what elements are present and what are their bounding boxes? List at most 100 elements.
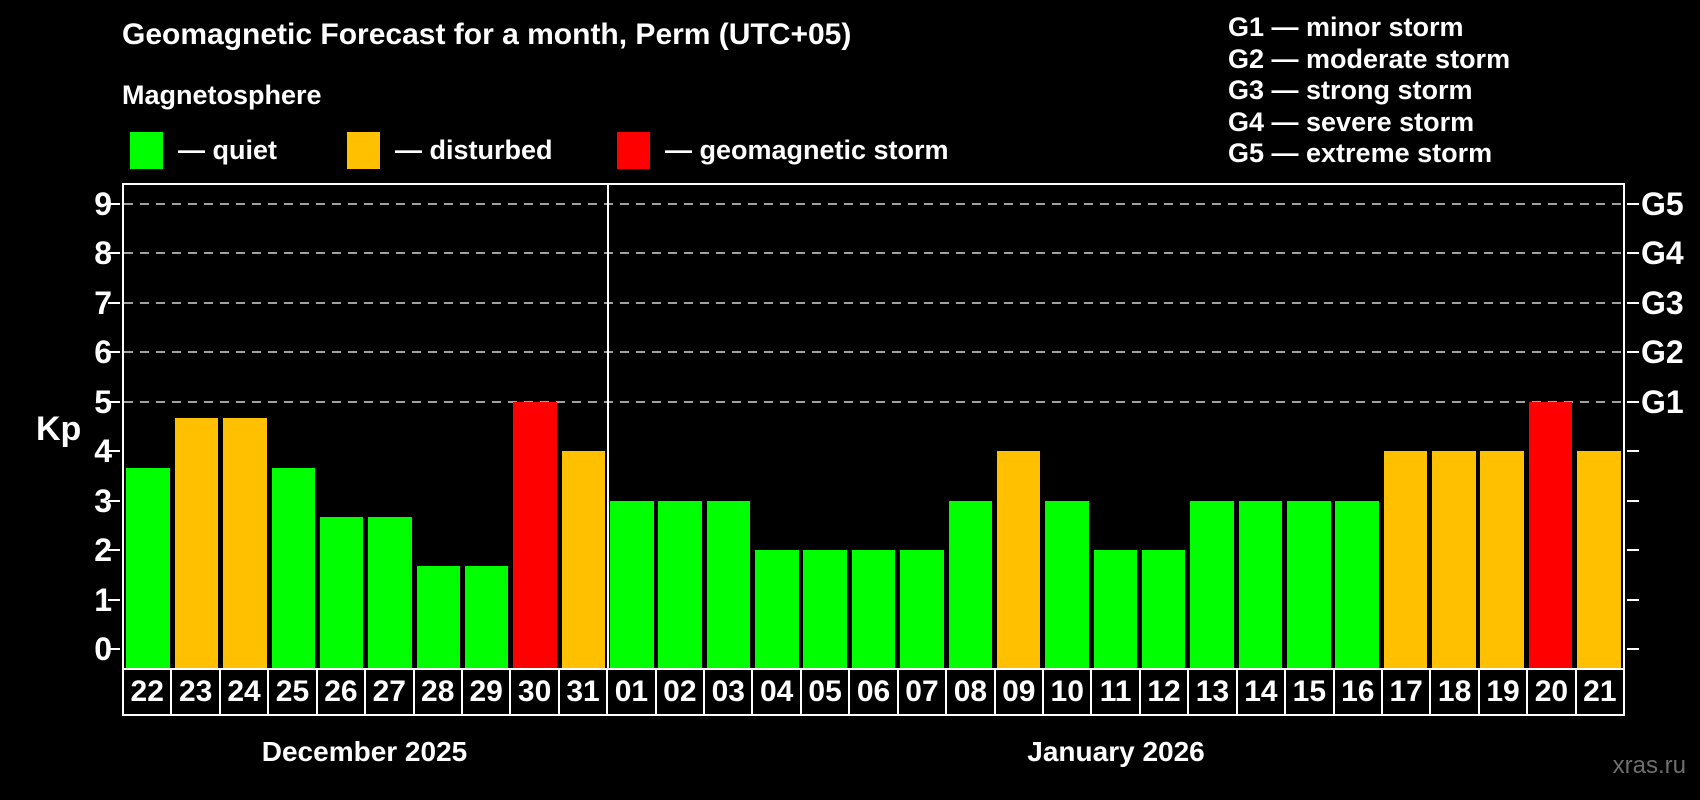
right-axis-tick — [1627, 499, 1639, 502]
legend-label: — geomagnetic storm — [665, 134, 949, 165]
storm-scale-line-g1: G1 — minor storm — [1228, 12, 1464, 42]
storm-swatch — [617, 131, 650, 169]
bar-cell-day-30 — [511, 185, 559, 668]
quiet-swatch — [130, 131, 163, 169]
day-label-cell: 12 — [1138, 668, 1190, 716]
status-legend: — quiet — disturbed — geomagnetic storm — [0, 130, 1100, 170]
plot-area — [108, 183, 1639, 668]
right-axis-tick — [1627, 351, 1639, 354]
month-label-january: January 2026 — [1027, 736, 1205, 767]
right-axis-tick — [1627, 301, 1639, 304]
day-label-cell: 14 — [1235, 668, 1287, 716]
gridline-kp-7 — [124, 301, 1623, 304]
bar-cell-day-08 — [946, 185, 994, 668]
day-label-cell: 10 — [1042, 668, 1093, 716]
day-label-cell: 13 — [1187, 668, 1238, 716]
day-label-cell: 22 — [122, 668, 173, 716]
bars-row — [124, 185, 1623, 668]
legend-item-disturbed: — disturbed — [347, 130, 553, 170]
day-label-cell: 04 — [751, 668, 802, 716]
kp-bar — [126, 467, 170, 668]
day-label-cell: 02 — [654, 668, 706, 716]
kp-bar — [416, 566, 461, 668]
storm-scale-line-g5: G5 — extreme storm — [1228, 138, 1493, 169]
day-label-cell: 23 — [170, 668, 221, 716]
left-axis-tick — [108, 252, 120, 255]
day-label-cell: 26 — [315, 668, 367, 716]
day-label-cell: 21 — [1574, 668, 1626, 716]
day-label-cell: 07 — [896, 668, 948, 716]
kp-bar — [513, 401, 557, 668]
day-label-cell: 20 — [1526, 668, 1577, 716]
bar-cell-day-03 — [704, 185, 752, 668]
kp-bar — [368, 516, 412, 668]
left-axis-tick — [108, 203, 120, 205]
day-label-cell: 30 — [509, 668, 560, 716]
kp-bar — [174, 418, 219, 668]
kp-bar — [755, 550, 799, 668]
right-axis-tick — [1627, 549, 1639, 552]
watermark: xras.ru — [1612, 752, 1686, 779]
bar-cell-day-02 — [656, 185, 704, 668]
kp-bar — [996, 451, 1041, 668]
day-label-cell: 01 — [606, 668, 657, 716]
kp-bar — [319, 516, 364, 668]
day-label-cell: 15 — [1284, 668, 1335, 716]
gridline-kp-9 — [124, 203, 1623, 205]
g-tick-label-g4: G4 — [1641, 235, 1684, 272]
legend-item-quiet: — quiet — [130, 130, 277, 170]
right-axis-labels: G1 G2 G3 G4 G5 — [1641, 185, 1700, 668]
kp-bar — [610, 500, 654, 668]
gridline-kp-6 — [124, 351, 1623, 354]
bar-cell-day-15 — [1285, 185, 1333, 668]
y-tick-label-4: 4 — [94, 433, 112, 470]
bar-cell-day-17 — [1381, 185, 1429, 668]
legend-label: — quiet — [178, 134, 277, 165]
gridline-kp-5 — [124, 400, 1623, 403]
month-label-december: December 2025 — [261, 736, 468, 767]
kp-bar — [1045, 500, 1089, 668]
y-tick-label-3: 3 — [94, 482, 112, 519]
day-label-cell: 18 — [1429, 668, 1480, 716]
kp-bar — [900, 550, 944, 668]
y-tick-label-8: 8 — [94, 235, 112, 272]
kp-bar — [706, 500, 751, 668]
kp-bar — [464, 566, 509, 668]
kp-bar — [1287, 500, 1331, 668]
kp-bar — [271, 467, 316, 668]
legend-label: — disturbed — [395, 134, 553, 165]
bar-cell-day-29 — [463, 185, 511, 668]
kp-bar — [1577, 451, 1621, 668]
right-axis-tick — [1627, 252, 1639, 255]
kp-bar — [1141, 550, 1186, 668]
day-label-cell: 08 — [945, 668, 996, 716]
bar-cell-day-24 — [221, 185, 269, 668]
kp-bar — [1528, 401, 1573, 668]
day-label-cell: 09 — [993, 668, 1045, 716]
day-label-cell: 11 — [1090, 668, 1141, 716]
gridline-kp-8 — [124, 252, 1623, 255]
y-axis-labels: 0 1 2 3 4 5 6 7 8 9 — [0, 185, 112, 668]
kp-bar — [1093, 550, 1138, 668]
storm-scale-line-g3: G3 — strong storm — [1228, 75, 1473, 106]
kp-bar — [851, 550, 896, 668]
kp-bar — [1432, 451, 1476, 668]
left-axis-tick — [108, 549, 120, 552]
kp-bar — [223, 418, 267, 668]
bar-cell-day-21 — [1575, 185, 1623, 668]
legend-item-storm: — geomagnetic storm — [617, 130, 949, 170]
month-divider-line — [606, 185, 609, 668]
right-axis-tick — [1627, 450, 1639, 453]
left-axis-tick — [108, 648, 120, 650]
bar-cell-day-01 — [608, 185, 656, 668]
bar-cell-day-05 — [801, 185, 849, 668]
left-axis-tick — [108, 598, 120, 601]
kp-bar — [1238, 500, 1283, 668]
bar-cell-day-19 — [1478, 185, 1526, 668]
bar-cell-day-07 — [898, 185, 946, 668]
left-axis-tick — [108, 450, 120, 453]
bar-cell-day-20 — [1526, 185, 1574, 668]
disturbed-swatch — [347, 131, 380, 169]
day-label-cell: 29 — [460, 668, 512, 716]
